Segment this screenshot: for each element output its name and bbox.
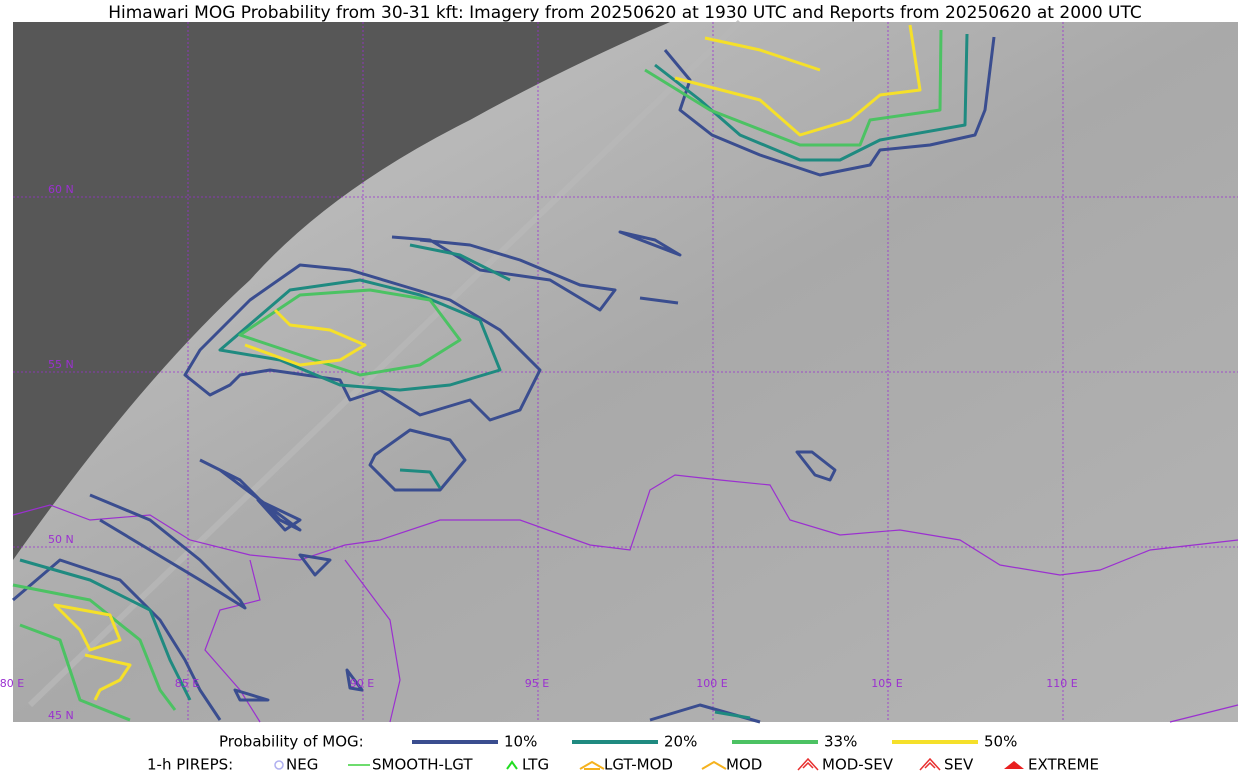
legend-label: SEV	[944, 756, 974, 774]
swath-line	[27, 19, 743, 708]
contour	[399, 468, 442, 489]
legend-label: 33%	[824, 733, 857, 751]
legend-label: 10%	[504, 733, 537, 751]
contour	[368, 428, 467, 492]
lat-label: 60 N	[48, 183, 74, 196]
legend-symbol	[701, 760, 727, 770]
contour	[19, 558, 751, 720]
legend-symbol	[579, 760, 605, 770]
contour	[795, 450, 837, 482]
contour	[663, 36, 996, 177]
lat-label: 50 N	[48, 533, 74, 546]
legend-symbol	[506, 760, 518, 770]
contour	[244, 308, 367, 367]
contour	[89, 458, 332, 610]
lon-label: 110 E	[1046, 677, 1077, 690]
legend-title: Probability of MOG:	[219, 733, 364, 751]
legend-label: MOD-SEV	[822, 756, 894, 774]
country-border	[204, 559, 1239, 723]
lon-label: 85 E	[175, 677, 199, 690]
contour	[12, 583, 177, 722]
contour	[218, 278, 502, 392]
legend-label: SMOOTH-LGT	[372, 756, 473, 774]
contour	[674, 24, 922, 137]
space	[13, 22, 670, 560]
map: 60 N 55 N 50 N 45 N 80 E 85 E 90 E 95 E 100 E 105…	[0, 19, 1239, 724]
legend-symbol	[797, 757, 819, 771]
contour	[654, 33, 969, 162]
lon-label: 105 E	[871, 677, 902, 690]
legend-label: MOD	[726, 756, 762, 774]
legend-label: NEG	[286, 756, 318, 774]
lon-label: 80 E	[0, 677, 24, 690]
country-border	[12, 474, 1239, 576]
legend-symbol	[274, 760, 284, 770]
lon-label: 90 E	[350, 677, 374, 690]
contour	[618, 230, 682, 305]
lat-label: 45 N	[48, 709, 74, 722]
graticule-labels: 60 N 55 N 50 N 45 N 80 E 85 E 90 E 95 E 100 E 105…	[0, 183, 1078, 722]
contour	[12, 558, 761, 724]
legend-symbol	[1004, 761, 1024, 769]
title: Himawari MOG Probability from 30-31 kft:…	[108, 3, 1142, 23]
contour	[409, 243, 511, 282]
contour	[53, 603, 132, 701]
contours	[12, 24, 996, 724]
legend: Probability of MOG: 10% 20% 33% 50% 1-h PIREP…	[147, 733, 1099, 774]
legend-label: LGT-MOD	[604, 756, 673, 774]
legend-label: LTG	[522, 756, 549, 774]
lat-label: 55 N	[48, 358, 74, 371]
contour	[644, 29, 943, 147]
legend-label: 20%	[664, 733, 697, 751]
lon-label: 100 E	[696, 677, 727, 690]
contour	[183, 263, 542, 422]
legend-label: 50%	[984, 733, 1017, 751]
legend-label: EXTREME	[1028, 756, 1099, 774]
lon-label: 95 E	[525, 677, 549, 690]
legend-symbol	[919, 757, 941, 771]
legend-title: 1-h PIREPS:	[147, 756, 233, 774]
